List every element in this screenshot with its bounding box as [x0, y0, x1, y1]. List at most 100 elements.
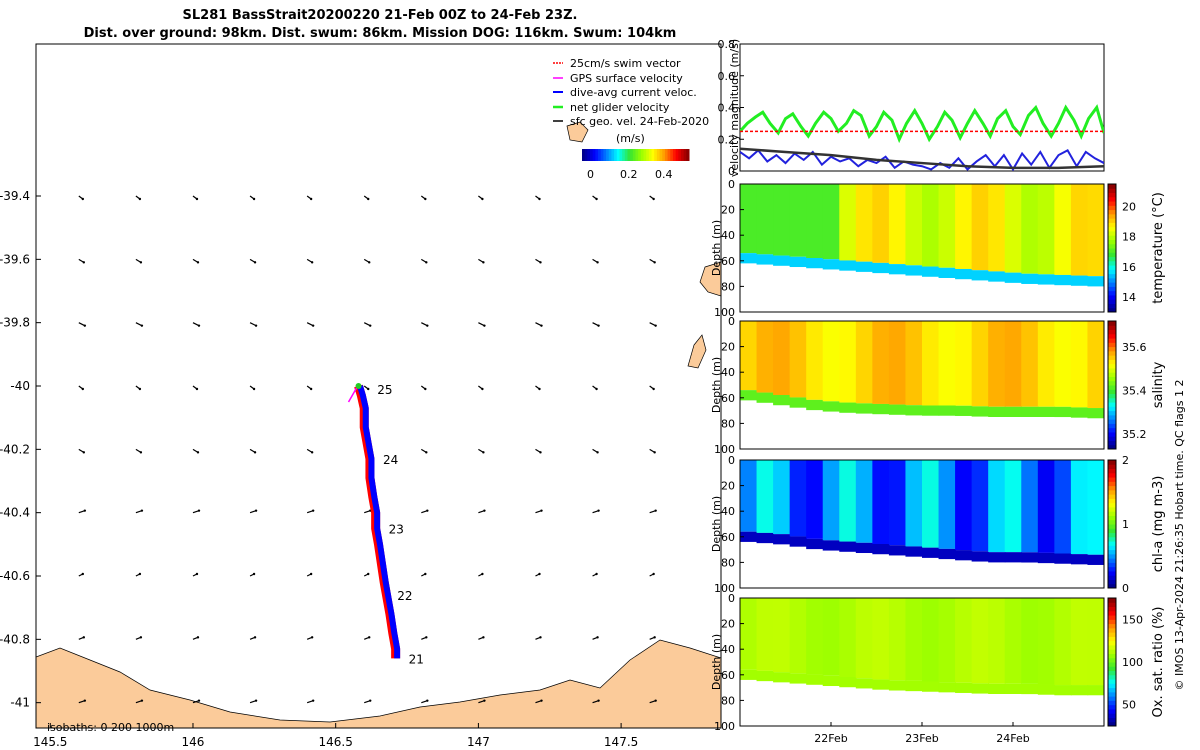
- chla-cell: [1054, 460, 1072, 554]
- salinity-cell: [789, 321, 807, 398]
- temperature-cell: [822, 259, 841, 270]
- current-vector: [649, 699, 657, 704]
- oxygen-cell: [1037, 598, 1056, 685]
- chla-ytick-1: 20: [721, 480, 735, 493]
- current-vector: [649, 509, 657, 514]
- salinity-colorbar: [1107, 320, 1117, 450]
- time-tick-1: 23Feb: [905, 732, 938, 745]
- chla-cell: [839, 541, 857, 552]
- current-vector: [192, 195, 199, 201]
- oxygen-cell: [905, 680, 923, 692]
- colorbar-units: (m/s): [616, 132, 645, 145]
- current-vector: [135, 385, 142, 391]
- salinity-cell: [839, 321, 857, 403]
- chla-cell: [922, 460, 940, 548]
- salinity-cell: [756, 321, 774, 393]
- salinity-cell: [773, 394, 791, 406]
- current-vector: [192, 322, 201, 327]
- chla-cell: [1021, 552, 1039, 563]
- chla-ylabel: Depth (m): [710, 496, 723, 552]
- oxygen-cell: [971, 683, 989, 694]
- current-vector: [421, 322, 429, 327]
- velocity-ytick-3: 0.6: [718, 70, 736, 83]
- chla-cell: [988, 552, 1006, 563]
- temperature-cbar-tick-0: 14: [1122, 291, 1136, 304]
- current-vector: [78, 385, 85, 391]
- current-vector: [421, 699, 429, 704]
- velocity-ytick-1: 0.2: [718, 133, 736, 146]
- velocity-series-1: [740, 104, 1104, 144]
- temperature-cell: [1087, 276, 1104, 287]
- map-ytick-3: -40: [10, 379, 30, 393]
- oxygen-cell: [955, 598, 973, 683]
- temperature-colorbar: [1107, 183, 1117, 313]
- temperature-cell: [922, 184, 940, 267]
- temperature-cbar-tick-1: 16: [1122, 261, 1136, 274]
- current-vector: [535, 572, 541, 577]
- temperature-cell: [988, 271, 1006, 282]
- temperature-ytick-2: 40: [721, 229, 735, 242]
- current-vector: [78, 572, 85, 577]
- temperature-cell: [905, 265, 923, 276]
- salinity-cell: [872, 403, 890, 415]
- temperature-cell: [1021, 184, 1039, 274]
- oxygen-ytick-5: 100: [714, 720, 735, 733]
- current-vector: [306, 385, 313, 391]
- oxygen-cell: [1004, 598, 1023, 684]
- temperature-ylabel: Depth (m): [710, 220, 723, 276]
- temperature-cell: [1004, 184, 1023, 273]
- current-vector: [78, 322, 87, 327]
- current-vector: [535, 195, 541, 201]
- salinity-cell: [988, 321, 1006, 407]
- temperature-cell: [740, 253, 758, 264]
- temperature-cell: [839, 260, 857, 271]
- current-vector: [135, 448, 143, 454]
- temperature-cell: [740, 184, 758, 254]
- chla-ytick-3: 60: [721, 531, 735, 544]
- oxygen-cell: [872, 598, 890, 680]
- salinity-ytick-2: 40: [721, 366, 735, 379]
- chla-cell: [938, 548, 956, 560]
- map-xtick-3: 147: [467, 735, 490, 749]
- chla-cell: [1037, 552, 1056, 564]
- chla-cell: [789, 460, 807, 537]
- salinity-cell: [1054, 321, 1072, 407]
- oxygen-cell: [822, 675, 841, 687]
- current-vector: [192, 448, 200, 454]
- day-label-23: 23: [389, 523, 404, 537]
- temperature-cell: [855, 261, 874, 272]
- salinity-cell: [905, 321, 923, 406]
- salinity-cell: [855, 321, 874, 404]
- map-xtick-0: 145.5: [33, 735, 67, 749]
- current-vector: [420, 195, 427, 201]
- chla-cell: [1054, 553, 1072, 564]
- current-vector: [364, 699, 372, 704]
- current-vector: [306, 448, 314, 454]
- plot-title-line1: SL281 BassStrait20200220 21-Feb 00Z to 2…: [182, 8, 578, 23]
- current-vector: [78, 699, 87, 704]
- current-vector: [535, 385, 541, 391]
- oxygen-cell: [1037, 684, 1056, 695]
- temperature-panel: 0 20 40 60 80 100 Depth (m) 14 16 18 20 temperature…: [710, 178, 1166, 319]
- current-vector: [364, 636, 371, 640]
- chla-cell: [806, 538, 824, 550]
- temperature-cell: [773, 255, 791, 266]
- chla-axes-frame: [739, 459, 1105, 589]
- salinity-cell: [756, 392, 774, 403]
- current-vector: [306, 322, 315, 327]
- oxygen-cell: [839, 598, 857, 677]
- chla-cell: [888, 545, 907, 556]
- oxygen-cell: [740, 669, 758, 680]
- salinity-cell: [922, 321, 940, 406]
- oxygen-cell: [1070, 685, 1089, 696]
- chla-cell: [756, 532, 774, 544]
- salinity-cell: [806, 321, 824, 400]
- temperature-cbar-tick-3: 20: [1122, 201, 1136, 214]
- temperature-cell: [971, 184, 989, 271]
- current-vector: [421, 509, 429, 514]
- chla-cell: [988, 460, 1006, 553]
- temperature-cell: [971, 270, 989, 281]
- oxygen-cell: [773, 598, 791, 673]
- oxygen-cell: [872, 679, 890, 690]
- oxygen-cell: [1021, 598, 1039, 684]
